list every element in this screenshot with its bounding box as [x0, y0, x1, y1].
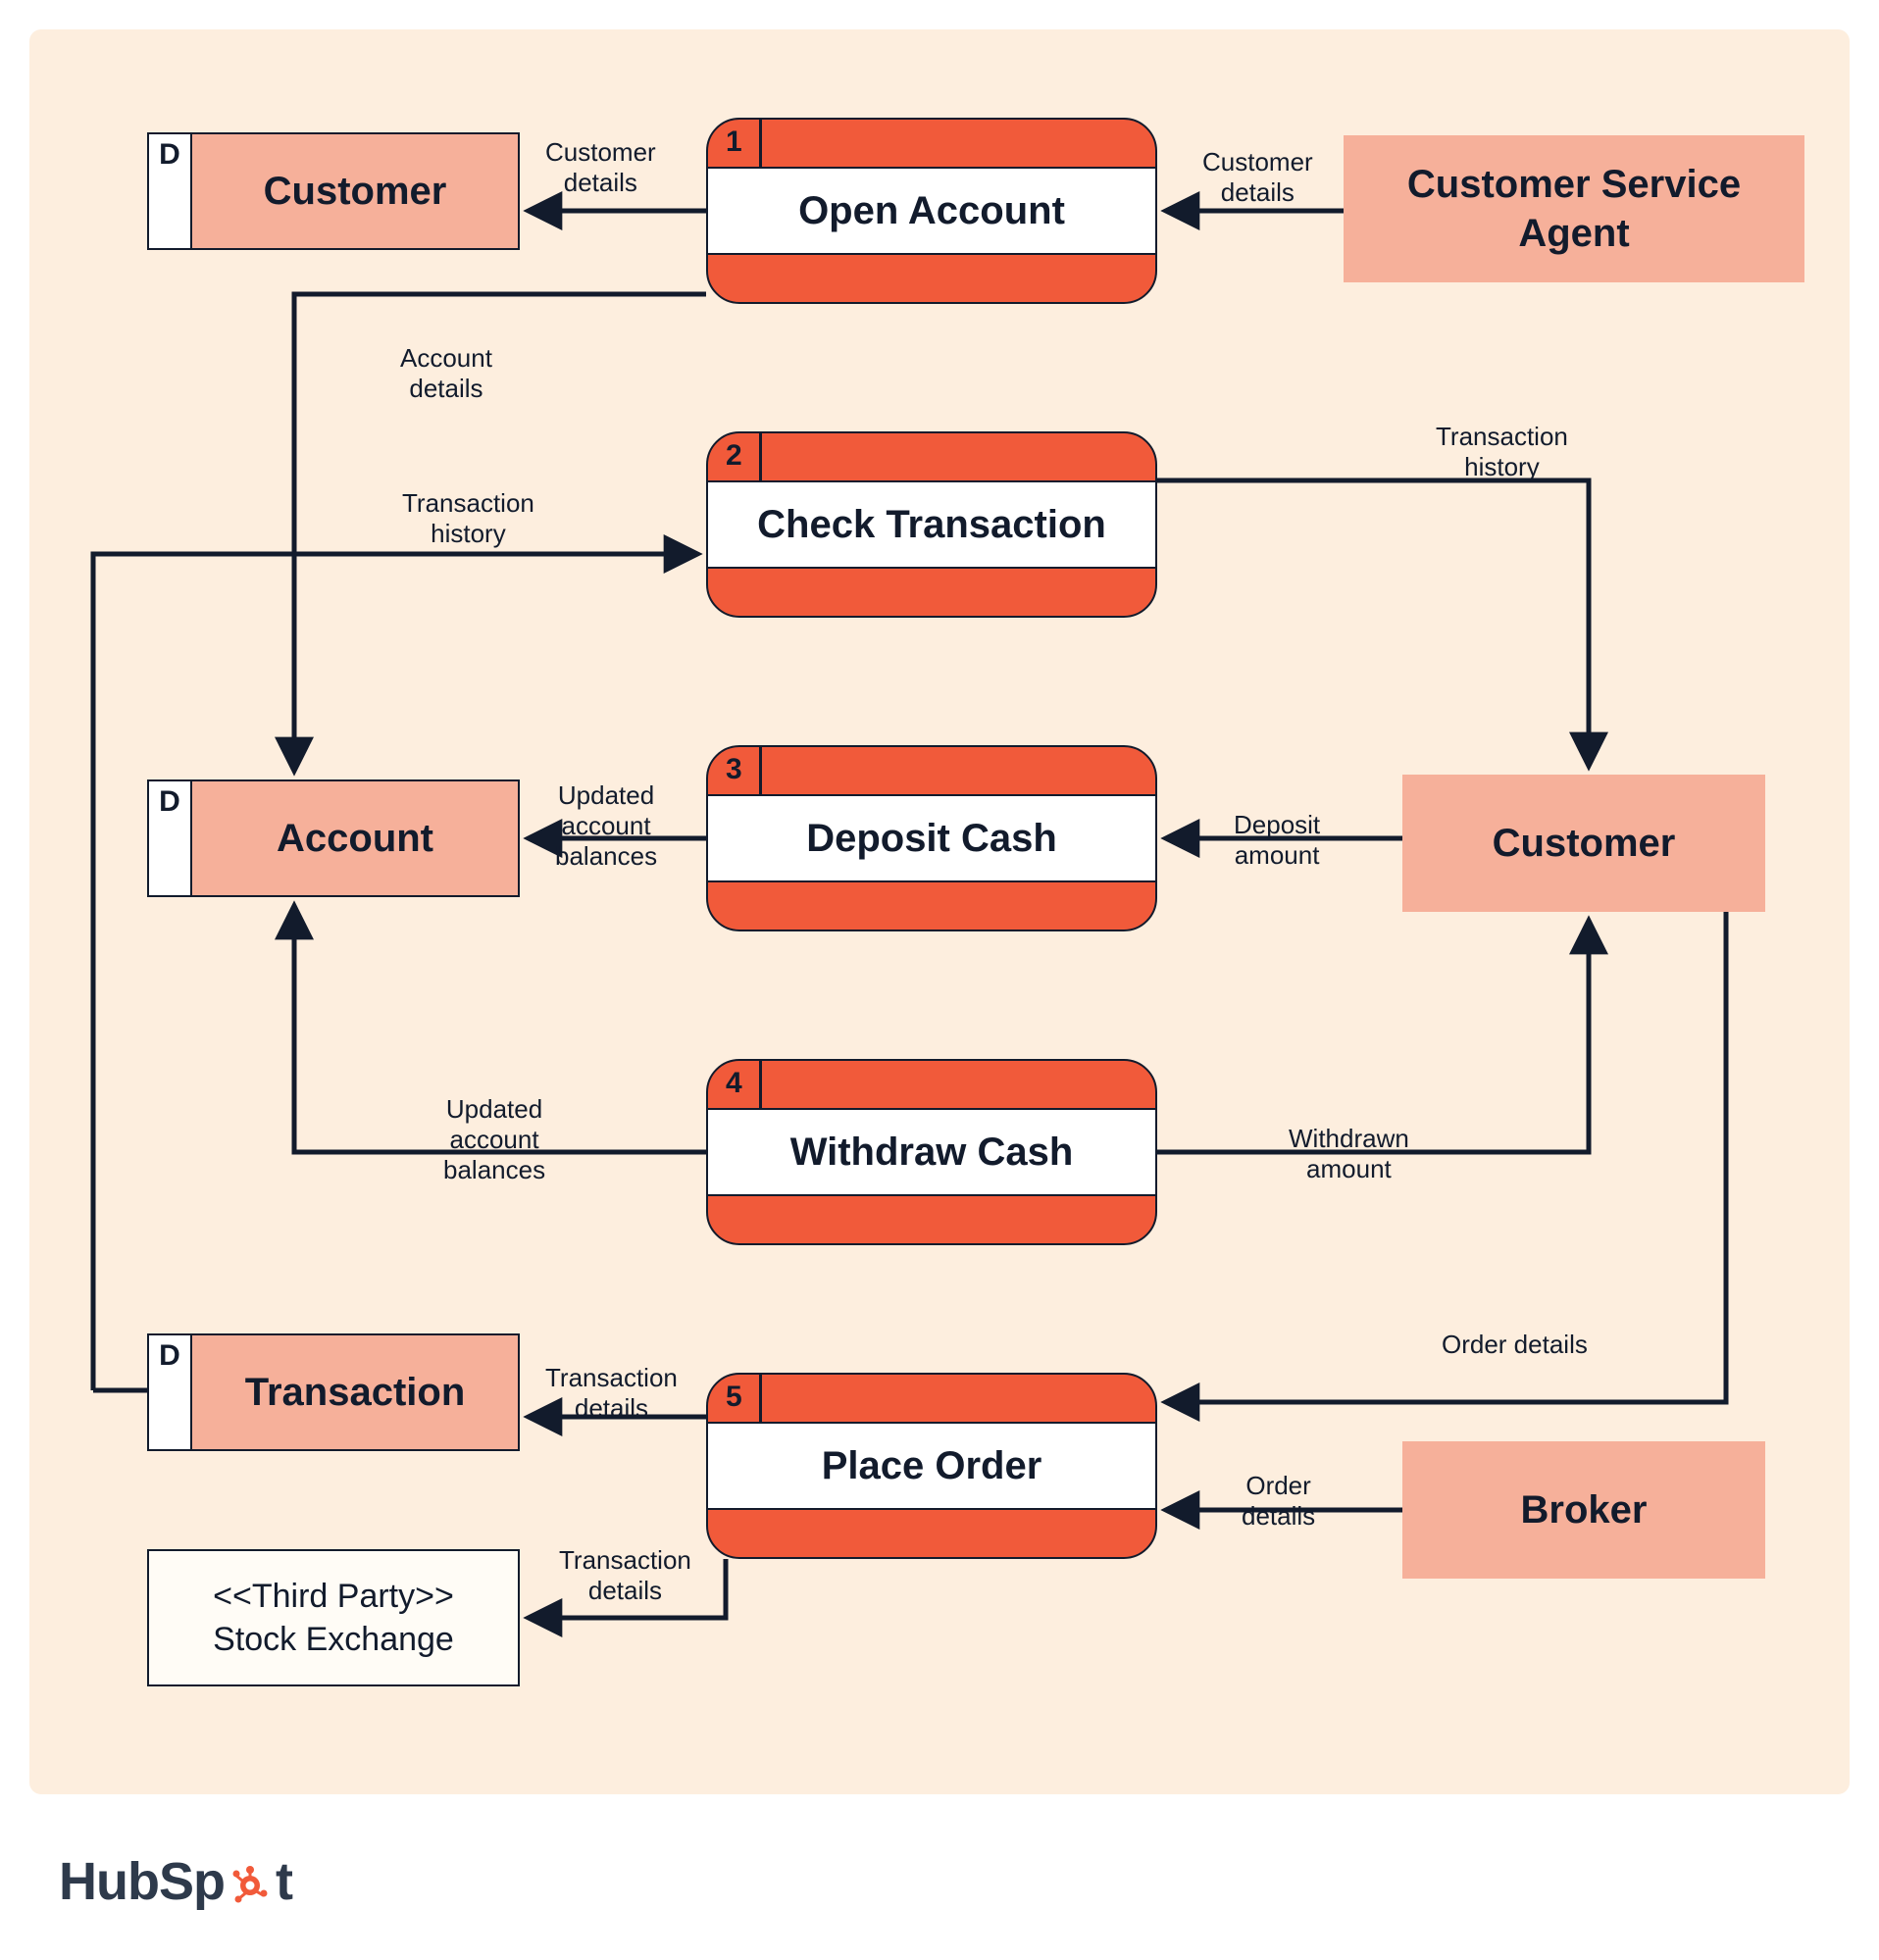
process-label: Deposit Cash [806, 817, 1057, 861]
entity-label: Broker [1501, 1485, 1667, 1534]
process-number: 5 [726, 1381, 742, 1414]
process-number: 1 [726, 126, 742, 159]
sprocket-icon [229, 1864, 272, 1912]
process-number: 2 [726, 439, 742, 473]
diagram-canvas: 1 Open Account 2 Check Transaction 3 Dep… [0, 0, 1879, 1960]
datastore-label: Transaction [245, 1371, 466, 1415]
datastore-account: D Account [147, 779, 520, 897]
flow-label: Depositamount [1234, 810, 1320, 871]
flow-label: Transactionhistory [402, 488, 534, 549]
datastore-customer: D Customer [147, 132, 520, 250]
flow-label: Order details [1442, 1330, 1588, 1360]
datastore-tab: D [149, 781, 192, 895]
process-label: Place Order [822, 1444, 1042, 1488]
datastore-transaction: D Transaction [147, 1333, 520, 1451]
datastore-tab: D [149, 1335, 192, 1449]
thirdparty-stock-exchange: <<Third Party>> Stock Exchange [147, 1549, 520, 1686]
entity-label: Customer [1473, 819, 1696, 868]
flow-label: Customerdetails [545, 137, 656, 198]
process-place-order: 5 Place Order [706, 1373, 1157, 1559]
datastore-label: Account [277, 817, 433, 861]
entity-label: Customer ServiceAgent [1388, 160, 1760, 258]
process-deposit-cash: 3 Deposit Cash [706, 745, 1157, 931]
datastore-tab: D [149, 134, 192, 248]
hubspot-logo: HubSp t [59, 1851, 292, 1912]
entity-customer: Customer [1402, 775, 1765, 912]
process-open-account: 1 Open Account [706, 118, 1157, 304]
process-number: 4 [726, 1067, 742, 1100]
flow-label: Transactiondetails [559, 1545, 691, 1606]
process-label: Withdraw Cash [790, 1131, 1074, 1175]
entity-broker: Broker [1402, 1441, 1765, 1579]
flow-label: Customerdetails [1202, 147, 1313, 208]
logo-text-part1: HubSp [59, 1851, 225, 1912]
entity-customer-service-agent: Customer ServiceAgent [1344, 135, 1804, 282]
thirdparty-label: <<Third Party>> Stock Exchange [213, 1575, 454, 1661]
flow-label: Withdrawnamount [1289, 1124, 1409, 1184]
datastore-label: Customer [264, 170, 447, 214]
flow-label: Accountdetails [400, 343, 492, 404]
process-label: Check Transaction [757, 503, 1106, 547]
flow-label: Updatedaccountbalances [443, 1094, 545, 1186]
process-label: Open Account [798, 189, 1065, 233]
process-number: 3 [726, 753, 742, 786]
flow-label: Transactiondetails [545, 1363, 678, 1424]
flow-label: Transactionhistory [1436, 422, 1568, 482]
logo-text-part2: t [276, 1851, 292, 1912]
flow-label: Updatedaccountbalances [555, 780, 657, 873]
process-withdraw-cash: 4 Withdraw Cash [706, 1059, 1157, 1245]
flow-label: Orderdetails [1242, 1471, 1315, 1532]
process-check-transaction: 2 Check Transaction [706, 431, 1157, 618]
